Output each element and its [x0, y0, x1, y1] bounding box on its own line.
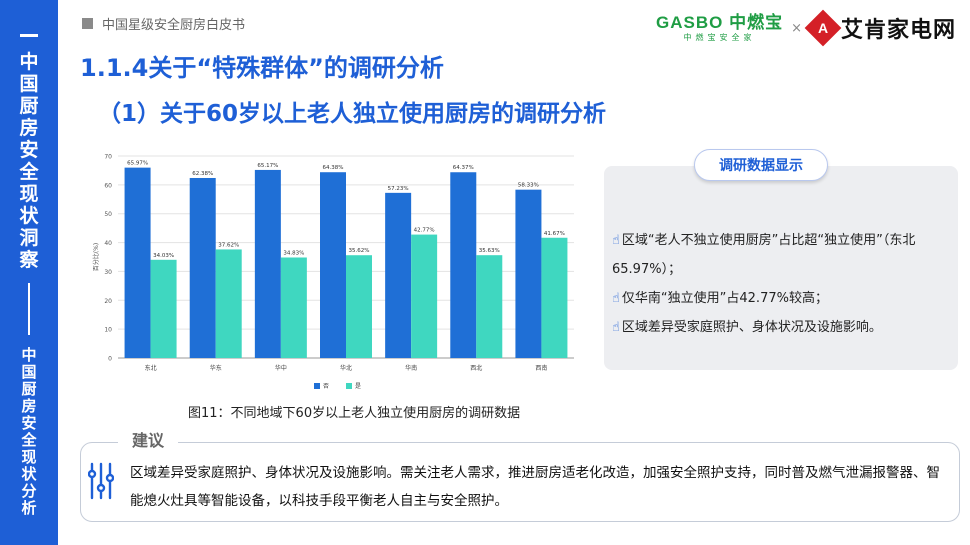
- advice-title: 建议: [118, 427, 179, 451]
- bar: [385, 192, 412, 358]
- bar: [476, 255, 503, 358]
- data-label: 62.38%: [192, 171, 213, 177]
- bar: [411, 234, 438, 358]
- y-tick-label: 50: [104, 211, 112, 218]
- bar: [150, 259, 177, 358]
- data-label: 35.63%: [479, 248, 500, 254]
- x-tick-label: 东北: [145, 364, 157, 372]
- x-tick-label: 西南: [535, 364, 547, 372]
- breadcrumb-text: 中国星级安全厨房白皮书: [102, 18, 246, 33]
- sidebar-sub-title: 中国厨房安全现状分析: [21, 346, 37, 517]
- bar: [515, 189, 542, 358]
- findings-panel: [604, 166, 958, 370]
- gasbo-logo-en: GASBO 中燃宝: [656, 13, 784, 32]
- chart-caption: 图11：不同地域下60岁以上老人独立使用厨房的调研数据: [188, 406, 521, 421]
- data-label: 35.62%: [349, 248, 370, 254]
- aiken-logo-name: 艾肯家电网: [840, 18, 956, 43]
- bar: [254, 169, 281, 358]
- y-tick-label: 0: [108, 356, 112, 363]
- gasbo-logo: GASBO 中燃宝 中燃宝安全家: [656, 14, 783, 42]
- sidebar-dash: [20, 34, 38, 37]
- aiken-logo: A 艾肯家电网: [804, 9, 956, 47]
- advice-box: [80, 442, 960, 522]
- logo-separator: ×: [791, 20, 802, 36]
- legend-swatch: [314, 383, 320, 389]
- bar: [280, 257, 307, 358]
- findings-tab: 调研数据显示: [694, 149, 828, 181]
- logo-bar: GASBO 中燃宝 中燃宝安全家 × A 艾肯家电网: [656, 9, 956, 47]
- sidebar-main-title: 中国厨房安全现状洞察: [19, 51, 39, 271]
- y-tick-label: 20: [104, 298, 112, 305]
- finding-item: ☝ 仅华南“独立使用”占42.77%较高；: [612, 291, 828, 306]
- data-label: 65.97%: [127, 161, 148, 167]
- data-label: 37.62%: [218, 242, 239, 248]
- square-icon: [82, 18, 93, 29]
- y-tick-label: 70: [104, 154, 112, 161]
- data-label: 34.83%: [283, 250, 304, 256]
- gasbo-logo-cn: 中燃宝安全家: [683, 33, 756, 42]
- bar: [346, 255, 372, 358]
- findings-list: ☝ 区域“老人不独立使用厨房”占比超“独立使用”（东北65.97%）； ☝ 仅华南“…: [612, 226, 952, 342]
- y-tick-label: 40: [104, 240, 112, 247]
- data-label: 42.77%: [414, 228, 435, 234]
- bar: [450, 172, 477, 358]
- x-tick-label: 华东: [210, 364, 222, 372]
- data-label: 58.33%: [518, 183, 539, 189]
- x-tick-label: 华北: [340, 364, 352, 372]
- sidebar: 中国厨房安全现状洞察 中国厨房安全现状分析: [0, 0, 58, 545]
- x-tick-label: 华南: [405, 364, 417, 372]
- aiken-mark-icon: A: [804, 9, 842, 47]
- bar-chart: 0 10 20 30 40 50 60 70 百分比(%) 65.97% 34.03% 东北 62.38…: [92, 154, 574, 390]
- sliders-icon: [88, 462, 114, 500]
- pointing-hand-icon: ☝: [612, 233, 620, 248]
- advice-text: 区域差异受家庭照护、身体状况及设施影响。需关注老人需求，推进厨房适老化改造，加强…: [130, 465, 940, 509]
- finding-item: ☝ 区域“老人不独立使用厨房”占比超“独立使用”（东北65.97%）；: [612, 233, 916, 277]
- y-tick-label: 30: [104, 269, 112, 276]
- bar: [189, 177, 216, 358]
- x-tick-label: 华中: [275, 364, 287, 372]
- sidebar-divider: [28, 283, 30, 335]
- legend-swatch: [346, 383, 352, 389]
- data-label: 57.23%: [388, 186, 409, 192]
- pointing-hand-icon: ☝: [612, 320, 620, 335]
- data-label: 41.67%: [544, 231, 565, 237]
- bar: [215, 249, 242, 358]
- data-label: 34.03%: [153, 253, 174, 259]
- pointing-hand-icon: ☝: [612, 291, 620, 306]
- y-axis-label: 百分比(%): [92, 243, 100, 271]
- y-tick-label: 60: [104, 182, 112, 189]
- bar: [320, 172, 346, 358]
- data-label: 65.17%: [257, 163, 278, 169]
- x-tick-label: 西北: [470, 364, 482, 372]
- subsection-title: （1）关于60岁以上老人独立使用厨房的调研分析: [98, 101, 607, 127]
- data-label: 64.38%: [323, 165, 344, 171]
- bar: [541, 237, 568, 358]
- legend-label: 是: [355, 383, 361, 390]
- legend-label: 否: [323, 383, 329, 390]
- section-title: 1.1.4关于“特殊群体”的调研分析: [80, 54, 444, 82]
- breadcrumb: 中国星级安全厨房白皮书: [82, 14, 245, 33]
- y-tick-label: 10: [104, 327, 112, 334]
- finding-item: ☝ 区域差异受家庭照护、身体状况及设施影响。: [612, 320, 882, 335]
- data-label: 64.37%: [453, 165, 474, 171]
- bar: [124, 167, 151, 358]
